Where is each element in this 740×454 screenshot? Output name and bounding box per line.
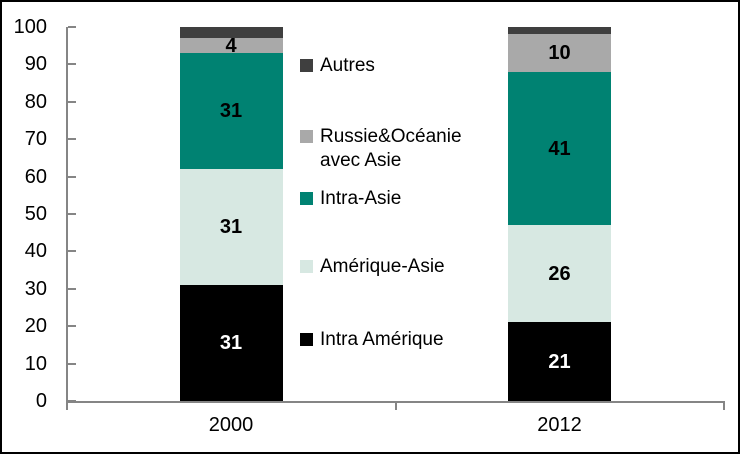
legend-label-amerique-asie: Amérique-Asie — [320, 255, 445, 279]
y-tick-label: 100 — [13, 16, 47, 38]
bar-segment-intra-amerique-2012: 21 — [508, 322, 611, 401]
x-axis-tick — [395, 401, 397, 410]
y-tick — [68, 400, 76, 402]
y-tick-label: 90 — [24, 53, 47, 76]
bar-segment-amerique-asie-2000: 31 — [179, 169, 283, 286]
y-tick — [68, 213, 76, 215]
value-label-amerique-asie-2000: 31 — [219, 216, 243, 239]
legend-label-line: Amérique-Asie — [320, 256, 445, 277]
legend-label-line: Russie&Océanie — [320, 126, 462, 147]
bar-segment-russie-oceanie-avec-asie-2012: 10 — [508, 34, 611, 72]
bar-segment-intra-asie-2012: 41 — [508, 71, 611, 226]
y-tick — [68, 287, 76, 290]
y-tick — [68, 362, 76, 365]
category-label-2000: 2000 — [208, 414, 254, 436]
legend-row-russie-oceanie-avec-asie: Russie&Océanie avec Asie — [300, 125, 462, 173]
category-label-2012: 2012 — [537, 414, 582, 436]
legend-label-russie-oceanie-avec-asie: Russie&Océanie avec Asie — [320, 125, 462, 173]
value-label-amerique-asie-2012: 26 — [548, 262, 571, 285]
bar-segment-intra-asie-2000: 31 — [179, 53, 283, 170]
bar-2012: 21 26 41 10 — [508, 2, 611, 452]
legend-row-autres: Autres — [300, 54, 375, 78]
y-tick-label: 30 — [24, 277, 47, 300]
legend-swatch-intra-amerique — [300, 333, 313, 346]
y-tick-label: 80 — [24, 90, 47, 113]
legend-label-line: avec Asie — [320, 150, 402, 171]
legend-swatch-autres — [300, 59, 313, 72]
value-label-intra-asie-2000: 31 — [219, 100, 243, 123]
y-axis-line — [66, 27, 68, 410]
legend-label-intra-amerique: Intra Amérique — [320, 328, 444, 352]
legend-label-line: Intra Amérique — [320, 329, 444, 350]
legend-swatch-amerique-asie — [300, 260, 313, 273]
value-label-russie-oceanie-avec-asie-2000: 4 — [225, 34, 237, 57]
y-tick — [68, 100, 76, 103]
legend-row-intra-amerique: Intra Amérique — [300, 328, 444, 352]
legend-label-line: Autres — [320, 55, 375, 76]
legend-label-intra-asie: Intra-Asie — [320, 187, 401, 211]
y-tick — [68, 26, 76, 28]
y-tick — [68, 138, 76, 141]
legend-label-autres: Autres — [320, 54, 375, 78]
value-label-intra-amerique-2000: 31 — [219, 332, 243, 355]
y-tick-label: 40 — [24, 240, 47, 263]
bar-segment-amerique-asie-2012: 26 — [508, 225, 611, 323]
legend-label-line: Intra-Asie — [320, 188, 402, 209]
legend-swatch-intra-asie — [300, 192, 313, 205]
y-tick — [68, 325, 76, 328]
bar-segment-autres-2000 — [179, 27, 283, 39]
y-tick — [68, 63, 76, 66]
legend-row-intra-asie: Intra-Asie — [300, 187, 401, 211]
y-tick-label: 20 — [24, 315, 47, 338]
y-tick-label: 0 — [35, 390, 47, 412]
y-tick-label: 10 — [24, 352, 47, 375]
y-tick-label: 50 — [24, 203, 47, 225]
value-label-russie-oceanie-avec-asie-2012: 10 — [548, 42, 571, 65]
bar-segment-intra-amerique-2000: 31 — [179, 285, 283, 401]
bar-segment-russie-oceanie-avec-asie-2000: 4 — [179, 34, 283, 57]
value-label-intra-amerique-2012: 21 — [548, 350, 571, 373]
x-axis-tick — [723, 401, 725, 410]
value-label-intra-asie-2012: 41 — [548, 137, 571, 160]
y-tick — [68, 250, 76, 253]
bar-segment-autres-2012 — [508, 27, 611, 35]
y-tick-label: 70 — [24, 128, 47, 151]
legend-swatch-russie-oceanie-avec-asie — [300, 130, 313, 143]
y-tick-label: 60 — [24, 165, 47, 188]
bar-2000: 31 31 31 4 — [179, 2, 283, 452]
y-tick — [68, 175, 76, 178]
legend-row-amerique-asie: Amérique-Asie — [300, 255, 445, 279]
